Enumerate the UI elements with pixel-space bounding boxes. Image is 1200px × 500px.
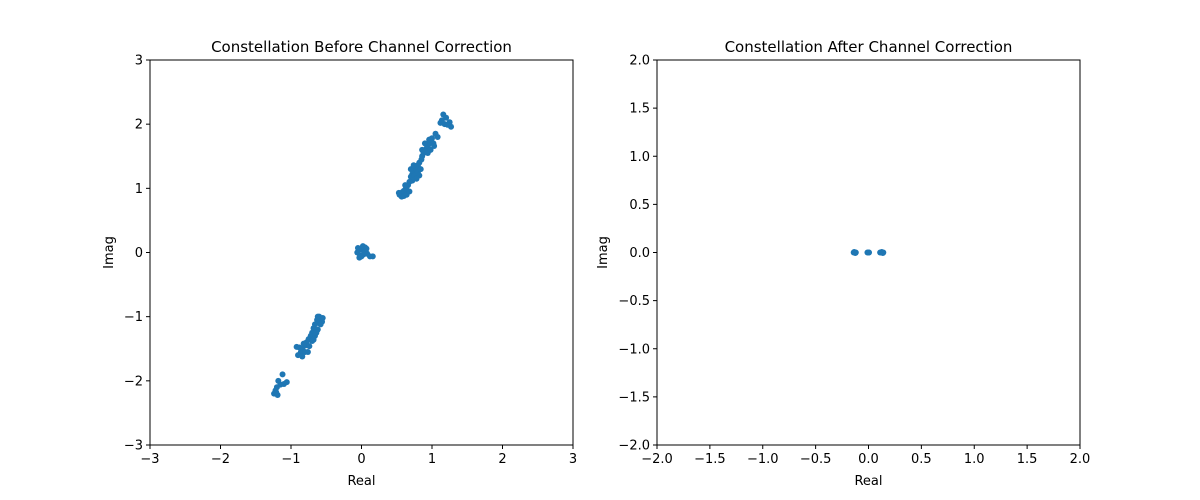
y-tick-label-after: 2.0 <box>629 54 650 69</box>
y-tick-label-before: 0 <box>135 246 143 261</box>
x-tick-label-before: 0 <box>357 452 365 467</box>
chart-before-correction: Constellation Before Channel Correction … <box>102 38 577 489</box>
data-point-before <box>417 166 424 173</box>
data-point-before <box>317 321 324 328</box>
data-point-before <box>410 162 417 169</box>
data-point-before <box>299 353 306 360</box>
data-point-before <box>314 313 321 320</box>
y-tick-label-after: 1.5 <box>629 102 650 117</box>
x-tick-label-after: −1.0 <box>747 452 779 467</box>
points-before <box>271 111 455 398</box>
data-point-before <box>306 343 313 350</box>
data-point-before <box>426 136 433 143</box>
y-tick-label-after: −2.0 <box>618 439 650 454</box>
x-tick-label-before: 3 <box>569 452 577 467</box>
data-point-before <box>310 336 317 343</box>
data-point-before <box>293 343 300 350</box>
y-tick-label-before: 2 <box>135 118 143 133</box>
data-point-after <box>866 249 873 256</box>
x-tick-label-after: 0.5 <box>911 452 932 467</box>
data-point-before <box>300 340 307 347</box>
data-point-before <box>283 379 290 386</box>
data-point-before <box>363 245 370 252</box>
x-tick-label-after: −0.5 <box>800 452 832 467</box>
y-tick-label-after: −1.5 <box>618 390 650 405</box>
chart-after-correction: Constellation After Channel Correction R… <box>596 38 1090 489</box>
data-point-before <box>395 189 402 196</box>
y-tick-label-before: −1 <box>124 310 143 325</box>
ticks-after: −2.0 −1.5 −1.0 −0.5 0.0 0.5 1.0 1.5 2.0 −2.0 −1.5 −… <box>618 54 1090 468</box>
y-tick-label-after: −1.0 <box>618 342 650 357</box>
chart-title-before: Constellation Before Channel Correction <box>211 38 512 56</box>
x-tick-label-after: 2.0 <box>1070 452 1091 467</box>
x-axis-label-before: Real <box>347 474 375 489</box>
data-point-before <box>402 182 409 189</box>
y-tick-label-after: 1.0 <box>629 150 650 165</box>
y-tick-label-after: 0.0 <box>629 246 650 261</box>
x-tick-label-after: 0.0 <box>858 452 879 467</box>
data-point-before <box>444 121 451 128</box>
x-tick-label-before: −1 <box>281 452 300 467</box>
data-point-before <box>319 314 326 321</box>
data-point-before <box>313 329 320 336</box>
x-tick-label-after: −1.5 <box>694 452 726 467</box>
data-point-before <box>421 140 428 147</box>
y-tick-label-before: −3 <box>124 439 143 454</box>
data-point-before <box>434 134 441 140</box>
x-tick-label-before: 1 <box>428 452 436 467</box>
y-axis-label-before: Imag <box>102 236 117 269</box>
x-tick-label-before: −2 <box>211 452 230 467</box>
x-tick-label-after: −2.0 <box>641 452 673 467</box>
data-point-after <box>879 249 886 256</box>
data-point-before <box>406 188 413 195</box>
x-axis-label-after: Real <box>854 474 882 489</box>
y-axis-label-after: Imag <box>596 236 611 269</box>
data-point-before <box>438 117 445 124</box>
data-point-before <box>431 142 438 149</box>
points-after <box>850 249 887 256</box>
x-tick-label-before: 2 <box>498 452 506 467</box>
data-point-before <box>273 389 280 396</box>
y-tick-label-before: 1 <box>135 182 143 197</box>
data-point-after <box>852 249 859 256</box>
y-tick-label-before: −2 <box>124 374 143 389</box>
x-tick-label-before: −3 <box>140 452 159 467</box>
data-point-before <box>275 377 282 384</box>
data-point-before <box>304 348 311 355</box>
data-point-before <box>279 371 286 378</box>
data-point-before <box>369 253 376 260</box>
chart-title-after: Constellation After Channel Correction <box>725 38 1013 56</box>
y-tick-label-after: −0.5 <box>618 294 650 309</box>
data-point-before <box>427 146 434 153</box>
data-point-before <box>419 146 426 153</box>
y-tick-label-before: 3 <box>135 54 143 69</box>
y-tick-label-after: 0.5 <box>629 198 650 213</box>
x-tick-label-after: 1.0 <box>964 452 985 467</box>
ticks-before: −3 −2 −1 0 1 2 3 −3 −2 −1 0 1 2 3 <box>124 54 577 468</box>
data-point-before <box>354 245 361 252</box>
x-tick-label-after: 1.5 <box>1017 452 1038 467</box>
